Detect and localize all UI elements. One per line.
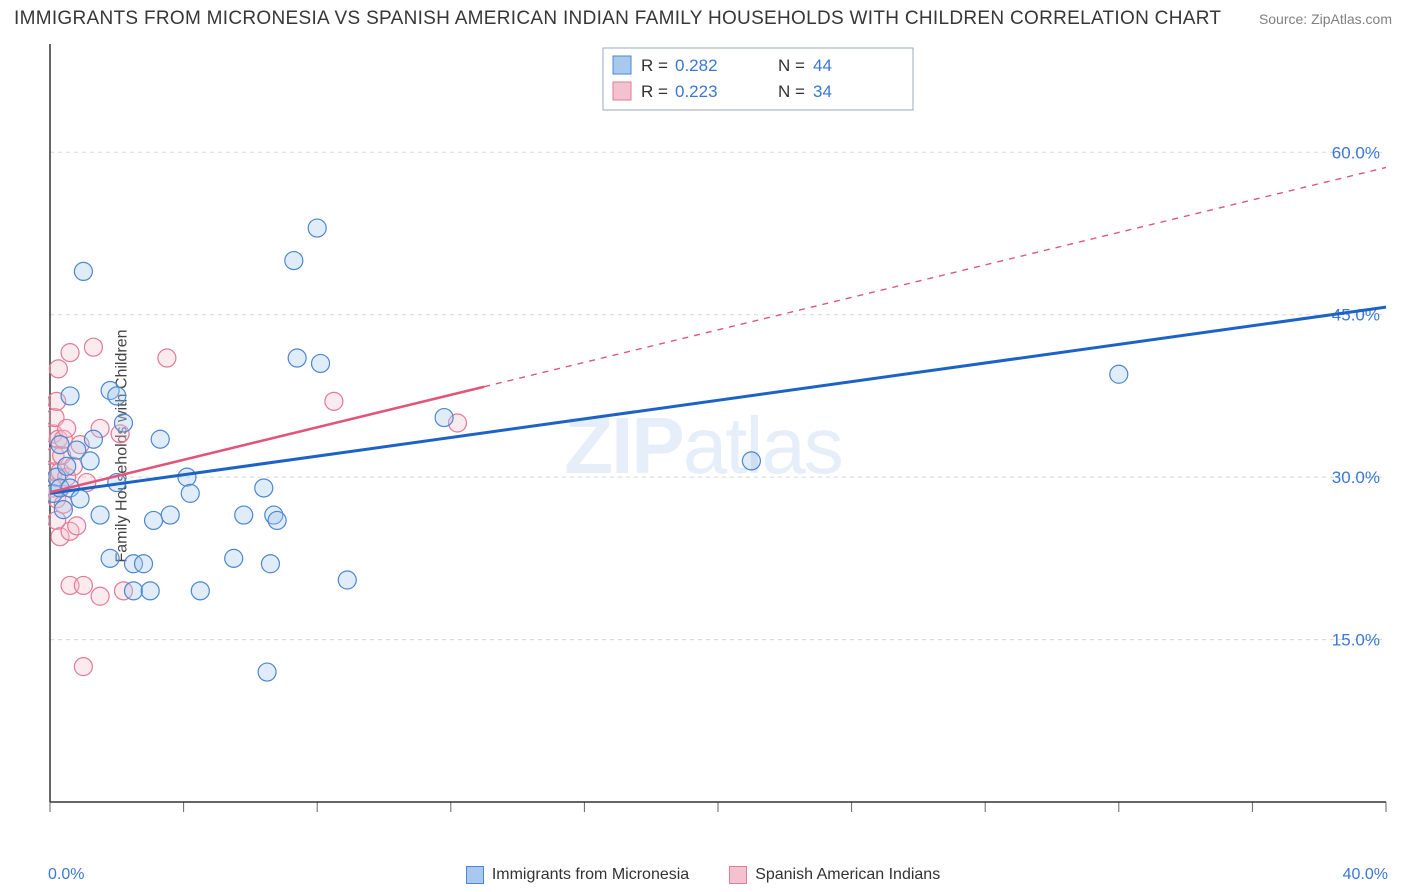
bottom-legend: Immigrants from Micronesia Spanish Ameri…	[0, 866, 1406, 884]
title-bar: IMMIGRANTS FROM MICRONESIA VS SPANISH AM…	[14, 8, 1392, 30]
svg-text:R =: R =	[641, 82, 668, 101]
svg-text:N =: N =	[778, 56, 805, 75]
svg-text:0.223: 0.223	[675, 82, 718, 101]
chart-title: IMMIGRANTS FROM MICRONESIA VS SPANISH AM…	[14, 8, 1221, 30]
source-label: Source: ZipAtlas.com	[1259, 11, 1392, 27]
swatch-series-1	[729, 866, 747, 884]
legend-item-series-0: Immigrants from Micronesia	[466, 866, 689, 884]
legend-label-series-1: Spanish American Indians	[755, 866, 940, 884]
svg-text:60.0%: 60.0%	[1332, 143, 1380, 162]
scatter-plot: 15.0%30.0%45.0%60.0%R = 0.282N = 44R = 0…	[48, 42, 1388, 832]
swatch-series-0	[466, 866, 484, 884]
svg-text:0.282: 0.282	[675, 56, 718, 75]
legend-item-series-1: Spanish American Indians	[729, 866, 940, 884]
svg-text:44: 44	[813, 56, 832, 75]
svg-text:34: 34	[813, 82, 832, 101]
svg-text:R =: R =	[641, 56, 668, 75]
svg-text:15.0%: 15.0%	[1332, 631, 1380, 650]
legend-label-series-0: Immigrants from Micronesia	[492, 866, 689, 884]
svg-text:30.0%: 30.0%	[1332, 468, 1380, 487]
svg-text:N =: N =	[778, 82, 805, 101]
